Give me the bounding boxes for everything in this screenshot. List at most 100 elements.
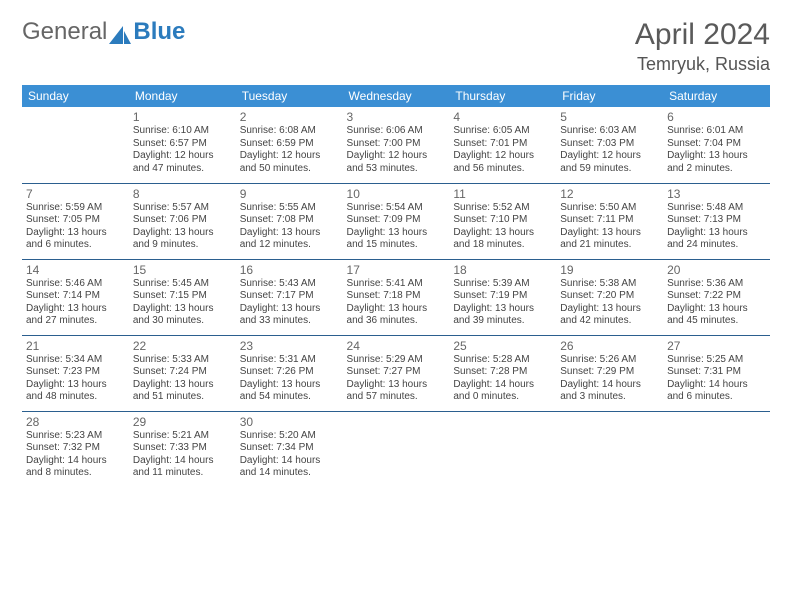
page-subtitle: Temryuk, Russia	[635, 54, 770, 75]
day-info: Sunrise: 5:36 AMSunset: 7:22 PMDaylight:…	[667, 278, 766, 328]
calendar-day-cell: 16Sunrise: 5:43 AMSunset: 7:17 PMDayligh…	[236, 259, 343, 335]
calendar-week-row: 1Sunrise: 6:10 AMSunset: 6:57 PMDaylight…	[22, 107, 770, 183]
day-info: Sunrise: 5:33 AMSunset: 7:24 PMDaylight:…	[133, 354, 232, 404]
day-info: Sunrise: 6:01 AMSunset: 7:04 PMDaylight:…	[667, 125, 766, 175]
calendar-day-cell: 28Sunrise: 5:23 AMSunset: 7:32 PMDayligh…	[22, 411, 129, 487]
day-info: Sunrise: 5:45 AMSunset: 7:15 PMDaylight:…	[133, 278, 232, 328]
weekday-header: Saturday	[663, 85, 770, 107]
day-info: Sunrise: 5:21 AMSunset: 7:33 PMDaylight:…	[133, 430, 232, 480]
day-number: 9	[240, 187, 339, 201]
day-number: 13	[667, 187, 766, 201]
calendar-day-cell: 20Sunrise: 5:36 AMSunset: 7:22 PMDayligh…	[663, 259, 770, 335]
day-number: 12	[560, 187, 659, 201]
calendar-day-cell: 11Sunrise: 5:52 AMSunset: 7:10 PMDayligh…	[449, 183, 556, 259]
day-info: Sunrise: 5:59 AMSunset: 7:05 PMDaylight:…	[26, 202, 125, 252]
day-number: 16	[240, 263, 339, 277]
day-number: 29	[133, 415, 232, 429]
calendar-day-cell: 29Sunrise: 5:21 AMSunset: 7:33 PMDayligh…	[129, 411, 236, 487]
day-info: Sunrise: 5:46 AMSunset: 7:14 PMDaylight:…	[26, 278, 125, 328]
day-info: Sunrise: 5:31 AMSunset: 7:26 PMDaylight:…	[240, 354, 339, 404]
sail-icon	[109, 23, 131, 41]
calendar-day-cell: 7Sunrise: 5:59 AMSunset: 7:05 PMDaylight…	[22, 183, 129, 259]
calendar-day-cell: 10Sunrise: 5:54 AMSunset: 7:09 PMDayligh…	[343, 183, 450, 259]
day-info: Sunrise: 5:39 AMSunset: 7:19 PMDaylight:…	[453, 278, 552, 328]
brand-text-part1: General	[22, 18, 107, 46]
calendar-day-cell: 12Sunrise: 5:50 AMSunset: 7:11 PMDayligh…	[556, 183, 663, 259]
day-info: Sunrise: 5:34 AMSunset: 7:23 PMDaylight:…	[26, 354, 125, 404]
calendar-table: SundayMondayTuesdayWednesdayThursdayFrid…	[22, 85, 770, 487]
day-number: 4	[453, 110, 552, 124]
day-info: Sunrise: 5:28 AMSunset: 7:28 PMDaylight:…	[453, 354, 552, 404]
day-number: 11	[453, 187, 552, 201]
day-info: Sunrise: 6:10 AMSunset: 6:57 PMDaylight:…	[133, 125, 232, 175]
calendar-day-cell: 25Sunrise: 5:28 AMSunset: 7:28 PMDayligh…	[449, 335, 556, 411]
day-info: Sunrise: 5:50 AMSunset: 7:11 PMDaylight:…	[560, 202, 659, 252]
calendar-body: 1Sunrise: 6:10 AMSunset: 6:57 PMDaylight…	[22, 107, 770, 487]
calendar-day-cell: 9Sunrise: 5:55 AMSunset: 7:08 PMDaylight…	[236, 183, 343, 259]
day-number: 21	[26, 339, 125, 353]
day-info: Sunrise: 5:41 AMSunset: 7:18 PMDaylight:…	[347, 278, 446, 328]
calendar-day-cell: 3Sunrise: 6:06 AMSunset: 7:00 PMDaylight…	[343, 107, 450, 183]
day-info: Sunrise: 5:25 AMSunset: 7:31 PMDaylight:…	[667, 354, 766, 404]
calendar-day-cell: 14Sunrise: 5:46 AMSunset: 7:14 PMDayligh…	[22, 259, 129, 335]
day-number: 19	[560, 263, 659, 277]
calendar-day-cell: 17Sunrise: 5:41 AMSunset: 7:18 PMDayligh…	[343, 259, 450, 335]
calendar-day-cell: 4Sunrise: 6:05 AMSunset: 7:01 PMDaylight…	[449, 107, 556, 183]
page-title: April 2024	[635, 18, 770, 52]
day-number: 23	[240, 339, 339, 353]
day-info: Sunrise: 5:38 AMSunset: 7:20 PMDaylight:…	[560, 278, 659, 328]
day-number: 24	[347, 339, 446, 353]
day-info: Sunrise: 6:05 AMSunset: 7:01 PMDaylight:…	[453, 125, 552, 175]
calendar-day-cell: 26Sunrise: 5:26 AMSunset: 7:29 PMDayligh…	[556, 335, 663, 411]
day-number: 2	[240, 110, 339, 124]
calendar-day-cell: 13Sunrise: 5:48 AMSunset: 7:13 PMDayligh…	[663, 183, 770, 259]
day-number: 22	[133, 339, 232, 353]
calendar-empty-cell	[556, 411, 663, 487]
calendar-day-cell: 27Sunrise: 5:25 AMSunset: 7:31 PMDayligh…	[663, 335, 770, 411]
day-number: 20	[667, 263, 766, 277]
weekday-header: Wednesday	[343, 85, 450, 107]
weekday-header: Sunday	[22, 85, 129, 107]
day-info: Sunrise: 5:57 AMSunset: 7:06 PMDaylight:…	[133, 202, 232, 252]
calendar-week-row: 7Sunrise: 5:59 AMSunset: 7:05 PMDaylight…	[22, 183, 770, 259]
day-number: 18	[453, 263, 552, 277]
day-number: 27	[667, 339, 766, 353]
day-number: 1	[133, 110, 232, 124]
day-number: 5	[560, 110, 659, 124]
calendar-day-cell: 30Sunrise: 5:20 AMSunset: 7:34 PMDayligh…	[236, 411, 343, 487]
title-block: April 2024 Temryuk, Russia	[635, 18, 770, 75]
day-info: Sunrise: 5:23 AMSunset: 7:32 PMDaylight:…	[26, 430, 125, 480]
calendar-week-row: 14Sunrise: 5:46 AMSunset: 7:14 PMDayligh…	[22, 259, 770, 335]
day-number: 25	[453, 339, 552, 353]
calendar-empty-cell	[343, 411, 450, 487]
day-number: 7	[26, 187, 125, 201]
calendar-day-cell: 18Sunrise: 5:39 AMSunset: 7:19 PMDayligh…	[449, 259, 556, 335]
day-number: 6	[667, 110, 766, 124]
calendar-empty-cell	[22, 107, 129, 183]
day-info: Sunrise: 6:06 AMSunset: 7:00 PMDaylight:…	[347, 125, 446, 175]
calendar-day-cell: 2Sunrise: 6:08 AMSunset: 6:59 PMDaylight…	[236, 107, 343, 183]
brand-text-part2: Blue	[133, 18, 185, 46]
weekday-header: Tuesday	[236, 85, 343, 107]
day-number: 26	[560, 339, 659, 353]
day-info: Sunrise: 5:20 AMSunset: 7:34 PMDaylight:…	[240, 430, 339, 480]
calendar-day-cell: 8Sunrise: 5:57 AMSunset: 7:06 PMDaylight…	[129, 183, 236, 259]
calendar-week-row: 21Sunrise: 5:34 AMSunset: 7:23 PMDayligh…	[22, 335, 770, 411]
calendar-day-cell: 15Sunrise: 5:45 AMSunset: 7:15 PMDayligh…	[129, 259, 236, 335]
calendar-day-cell: 1Sunrise: 6:10 AMSunset: 6:57 PMDaylight…	[129, 107, 236, 183]
calendar-day-cell: 5Sunrise: 6:03 AMSunset: 7:03 PMDaylight…	[556, 107, 663, 183]
day-info: Sunrise: 5:26 AMSunset: 7:29 PMDaylight:…	[560, 354, 659, 404]
page-header: General Blue April 2024 Temryuk, Russia	[22, 18, 770, 75]
calendar-day-cell: 23Sunrise: 5:31 AMSunset: 7:26 PMDayligh…	[236, 335, 343, 411]
day-number: 8	[133, 187, 232, 201]
day-info: Sunrise: 5:29 AMSunset: 7:27 PMDaylight:…	[347, 354, 446, 404]
weekday-header-row: SundayMondayTuesdayWednesdayThursdayFrid…	[22, 85, 770, 107]
day-info: Sunrise: 5:52 AMSunset: 7:10 PMDaylight:…	[453, 202, 552, 252]
day-number: 15	[133, 263, 232, 277]
calendar-day-cell: 21Sunrise: 5:34 AMSunset: 7:23 PMDayligh…	[22, 335, 129, 411]
day-number: 17	[347, 263, 446, 277]
day-number: 10	[347, 187, 446, 201]
day-number: 30	[240, 415, 339, 429]
calendar-day-cell: 6Sunrise: 6:01 AMSunset: 7:04 PMDaylight…	[663, 107, 770, 183]
calendar-empty-cell	[449, 411, 556, 487]
